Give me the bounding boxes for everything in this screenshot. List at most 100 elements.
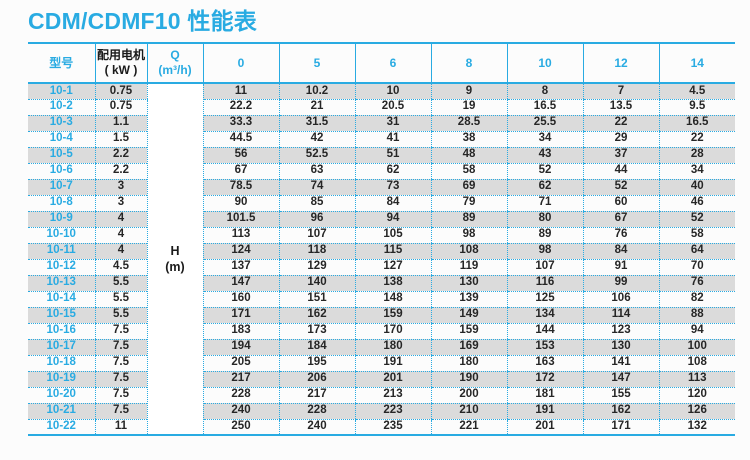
head-value-cell: 48 bbox=[430, 147, 507, 164]
head-value-cell: 148 bbox=[354, 291, 431, 308]
head-value-cell: 71 bbox=[506, 195, 583, 212]
table-row: 10-19 7.5 217 206 201 190 172 147 113 bbox=[28, 371, 735, 388]
head-value-cell: 217 bbox=[278, 387, 355, 404]
head-value-cell: 64 bbox=[658, 243, 735, 260]
head-value-cell: 213 bbox=[354, 387, 431, 404]
head-value-cell: 137 bbox=[202, 259, 279, 276]
header-flow-value: 10 bbox=[506, 43, 583, 84]
model-cell: 10-4 bbox=[28, 131, 95, 148]
head-value-cell: 90 bbox=[202, 195, 279, 212]
table-row: 10-8 3 90 85 84 79 71 60 46 bbox=[28, 195, 735, 212]
kw-cell: 2.2 bbox=[94, 163, 147, 180]
head-value-cell: 162 bbox=[582, 403, 659, 420]
head-value-cell: 21 bbox=[278, 99, 355, 116]
head-value-cell: 119 bbox=[430, 259, 507, 276]
head-value-cell: 40 bbox=[658, 179, 735, 196]
head-value-cell: 181 bbox=[506, 387, 583, 404]
model-cell: 10-2 bbox=[28, 99, 95, 116]
table-row: 10-14 5.5 160 151 148 139 125 106 82 bbox=[28, 291, 735, 308]
head-value-cell: 7 bbox=[582, 83, 659, 100]
head-value-cell: 58 bbox=[430, 163, 507, 180]
head-value-cell: 134 bbox=[506, 307, 583, 324]
head-value-cell: 221 bbox=[430, 419, 507, 435]
head-value-cell: 73 bbox=[354, 179, 431, 196]
head-value-cell: 139 bbox=[430, 291, 507, 308]
head-value-cell: 210 bbox=[430, 403, 507, 420]
kw-cell: 4 bbox=[94, 211, 147, 228]
head-value-cell: 41 bbox=[354, 131, 431, 148]
head-value-cell: 67 bbox=[202, 163, 279, 180]
header-motor-label: 配用电机 bbox=[96, 48, 145, 62]
head-value-cell: 28.5 bbox=[430, 115, 507, 132]
kw-cell: 3 bbox=[94, 179, 147, 196]
head-unit-measure: (m) bbox=[165, 260, 185, 274]
table-row: 10-13 5.5 147 140 138 130 116 99 76 bbox=[28, 275, 735, 292]
model-cell: 10-20 bbox=[28, 387, 95, 404]
head-value-cell: 74 bbox=[278, 179, 355, 196]
performance-table: 型号 配用电机 ( kW ) Q (m³/h) 0 5 6 8 10 12 14 10-1 0… bbox=[28, 42, 735, 436]
model-cell: 10-22 bbox=[46, 420, 76, 432]
table-row: 10-9 4 101.5 96 94 89 80 67 52 bbox=[28, 211, 735, 228]
head-value-cell: 106 bbox=[582, 291, 659, 308]
head-value-cell: 107 bbox=[278, 227, 355, 244]
head-value-cell: 151 bbox=[278, 291, 355, 308]
head-value-cell: 124 bbox=[202, 243, 279, 260]
kw-cell: 7.5 bbox=[94, 355, 147, 372]
head-value-cell: 4.5 bbox=[658, 83, 735, 100]
head-value-cell: 173 bbox=[278, 323, 355, 340]
head-value-cell: 240 bbox=[278, 419, 355, 435]
model-cell: 10-12 bbox=[28, 259, 95, 276]
head-value-cell: 170 bbox=[354, 323, 431, 340]
head-value-cell: 180 bbox=[354, 339, 431, 356]
head-value-cell: 228 bbox=[278, 403, 355, 420]
head-value-cell: 116 bbox=[506, 275, 583, 292]
head-value-cell: 155 bbox=[582, 387, 659, 404]
head-value-cell: 105 bbox=[354, 227, 431, 244]
table-row: 10-11 4 124 118 115 108 98 84 64 bbox=[28, 243, 735, 260]
head-value-cell: 89 bbox=[430, 211, 507, 228]
head-value-cell: 228 bbox=[202, 387, 279, 404]
head-value-cell: 52 bbox=[506, 163, 583, 180]
model-cell: 10-11 bbox=[28, 243, 95, 260]
model-cell: 10-16 bbox=[28, 323, 95, 340]
model-cell: 10-7 bbox=[28, 179, 95, 196]
kw-cell: 4.5 bbox=[94, 259, 147, 276]
head-value-cell: 37 bbox=[582, 147, 659, 164]
table-row: 10-7 3 78.5 74 73 69 62 52 40 bbox=[28, 179, 735, 196]
head-value-cell: 201 bbox=[506, 419, 583, 435]
head-value-cell: 99 bbox=[582, 275, 659, 292]
head-value-cell: 89 bbox=[506, 227, 583, 244]
head-value-cell: 13.5 bbox=[582, 99, 659, 116]
head-value-cell: 250 bbox=[202, 419, 279, 435]
kw-cell: 7.5 bbox=[94, 371, 147, 388]
head-value-cell: 108 bbox=[658, 355, 735, 372]
table-row: 10-22 11 250 240 235 221 201 171 132 bbox=[28, 419, 735, 435]
head-value-cell: 171 bbox=[202, 307, 279, 324]
kw-cell: 7.5 bbox=[94, 323, 147, 340]
head-value-cell: 235 bbox=[354, 419, 431, 435]
head-value-cell: 240 bbox=[202, 403, 279, 420]
model-cell: 10-8 bbox=[28, 195, 95, 212]
head-value-cell: 120 bbox=[658, 387, 735, 404]
head-value-cell: 98 bbox=[506, 243, 583, 260]
table-row: 10-18 7.5 205 195 191 180 163 141 108 bbox=[28, 355, 735, 372]
head-value-cell: 206 bbox=[278, 371, 355, 388]
head-value-cell: 107 bbox=[506, 259, 583, 276]
kw-cell: 11 bbox=[94, 419, 147, 435]
header-model-label: 型号 bbox=[49, 55, 74, 70]
page-title: CDM/CDMF10 性能表 bbox=[28, 8, 257, 34]
kw-cell: 4 bbox=[94, 227, 147, 244]
table-body: 10-1 0.75 H (m) 11 10.2 10 9 8 7 4.5 10-2 0.75 22.2 21… bbox=[28, 83, 735, 436]
model-cell: 10-3 bbox=[28, 115, 95, 132]
table-row: 10-4 1.5 44.5 42 41 38 34 29 22 bbox=[28, 131, 735, 148]
header-motor-unit: ( kW ) bbox=[104, 63, 138, 77]
head-value-cell: 118 bbox=[278, 243, 355, 260]
head-value-cell: 52.5 bbox=[278, 147, 355, 164]
head-value-cell: 98 bbox=[430, 227, 507, 244]
model-cell: 10-19 bbox=[28, 371, 95, 388]
table-row: 10-10 4 113 107 105 98 89 76 58 bbox=[28, 227, 735, 244]
head-value-cell: 10 bbox=[354, 83, 431, 100]
head-value-cell: 31 bbox=[354, 115, 431, 132]
kw-cell: 5.5 bbox=[94, 291, 147, 308]
table-row: 10-15 5.5 171 162 159 149 134 114 88 bbox=[28, 307, 735, 324]
